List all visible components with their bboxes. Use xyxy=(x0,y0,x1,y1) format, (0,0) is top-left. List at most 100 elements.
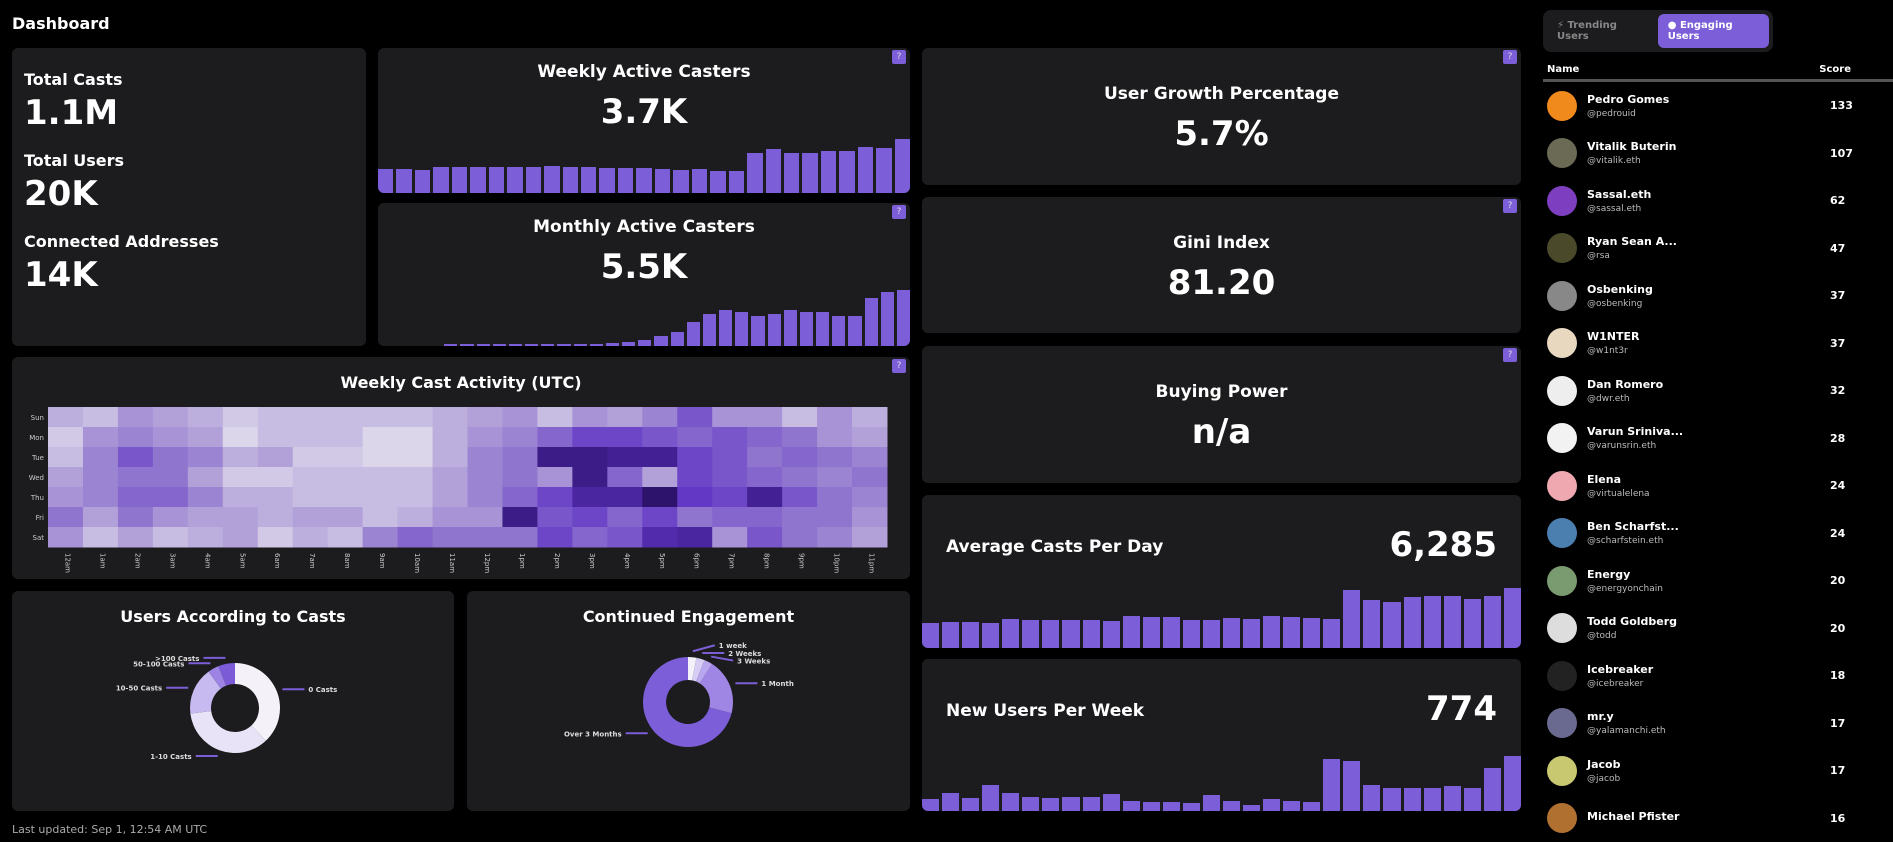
bar xyxy=(1243,619,1260,648)
heatmap-cell xyxy=(223,467,258,488)
user-name: Ben Scharfst... xyxy=(1587,520,1679,533)
user-name: Varun Sriniva... xyxy=(1587,425,1683,438)
user-handle: @vitalik.eth xyxy=(1587,156,1676,166)
bar xyxy=(1183,620,1200,648)
heatmap-cell xyxy=(328,407,363,428)
col-label: 12am xyxy=(63,553,71,573)
heatmap-cell xyxy=(118,487,153,508)
user-handle: @energyonchain xyxy=(1587,584,1663,594)
bar xyxy=(415,170,430,193)
user-name: Ryan Sean A... xyxy=(1587,235,1677,248)
heatmap-cell xyxy=(747,527,782,548)
user-handle: @icebreaker xyxy=(1587,679,1653,689)
heatmap-cell xyxy=(607,467,642,488)
bar xyxy=(1042,620,1059,648)
col-label: 4pm xyxy=(623,553,631,569)
col-label: 9pm xyxy=(798,553,806,569)
heatmap-cell xyxy=(677,407,712,428)
user-score: 37 xyxy=(1830,337,1845,350)
bar xyxy=(710,171,725,193)
user-score: 17 xyxy=(1830,764,1845,777)
donut-slice xyxy=(190,711,265,753)
help-icon[interactable]: ? xyxy=(1503,348,1517,362)
avatar xyxy=(1547,423,1577,453)
heatmap-cell xyxy=(153,527,188,548)
bar xyxy=(1363,600,1380,648)
heatmap-cell xyxy=(607,507,642,528)
heatmap-cell xyxy=(817,447,852,468)
bar xyxy=(606,343,619,346)
bar xyxy=(544,166,559,193)
heatmap-cell xyxy=(572,487,607,508)
heatmap-cell xyxy=(398,467,433,488)
bar xyxy=(1083,797,1100,811)
heatmap-cell xyxy=(293,427,328,448)
heatmap-cell xyxy=(677,447,712,468)
user-row[interactable]: Ryan Sean A... @rsa 47 xyxy=(1543,225,1893,273)
heatmap-cell xyxy=(468,507,503,528)
heatmap-cell xyxy=(433,447,468,468)
heatmap-cell xyxy=(398,427,433,448)
heatmap-cell xyxy=(153,407,188,428)
bar xyxy=(766,149,781,193)
heatmap-cell xyxy=(817,487,852,508)
heatmap-cell xyxy=(502,447,537,468)
bar xyxy=(1363,785,1380,811)
user-name: Michael Pfister xyxy=(1587,810,1679,823)
tab-engaging-users[interactable]: ● Engaging Users xyxy=(1658,14,1769,48)
heatmap-cell xyxy=(328,427,363,448)
heatmap-cell xyxy=(852,407,887,428)
heatmap-cell xyxy=(677,527,712,548)
bar xyxy=(1303,618,1320,648)
user-handle: @rsa xyxy=(1587,251,1677,261)
user-score: 47 xyxy=(1830,242,1845,255)
heatmap-cell xyxy=(642,447,677,468)
bulb-icon: ● xyxy=(1668,20,1680,31)
bar xyxy=(1203,620,1220,648)
help-icon[interactable]: ? xyxy=(1503,50,1517,64)
user-name: Dan Romero xyxy=(1587,378,1663,391)
slice-label: Over 3 Months xyxy=(564,730,622,738)
heatmap-cell xyxy=(572,507,607,528)
bar xyxy=(581,167,596,193)
bar xyxy=(525,344,538,346)
user-growth-card: ? User Growth Percentage 5.7% xyxy=(922,48,1521,185)
row-label: Tue xyxy=(31,454,44,462)
user-name: Jacob xyxy=(1587,758,1620,771)
heatmap-cell xyxy=(153,467,188,488)
bar xyxy=(541,344,554,346)
col-label: 11am xyxy=(448,553,456,573)
bar xyxy=(703,314,716,346)
bar xyxy=(1243,805,1260,811)
buying-power-card: ? Buying Power n/a xyxy=(922,346,1521,483)
heatmap-cell xyxy=(83,467,118,488)
bar xyxy=(1424,788,1441,811)
bar xyxy=(378,169,393,193)
tab-trending-users[interactable]: ⚡ Trending Users xyxy=(1547,14,1654,48)
bar xyxy=(1163,802,1180,811)
gini-card: ? Gini Index 81.20 xyxy=(922,197,1521,333)
help-icon[interactable]: ? xyxy=(1503,199,1517,213)
heatmap-cell xyxy=(48,427,83,448)
bar xyxy=(1444,596,1461,648)
avg-casts-card: Average Casts Per Day 6,285 xyxy=(922,495,1521,648)
heatmap-cell xyxy=(328,527,363,548)
heatmap-cell xyxy=(188,427,223,448)
bar xyxy=(433,167,448,193)
